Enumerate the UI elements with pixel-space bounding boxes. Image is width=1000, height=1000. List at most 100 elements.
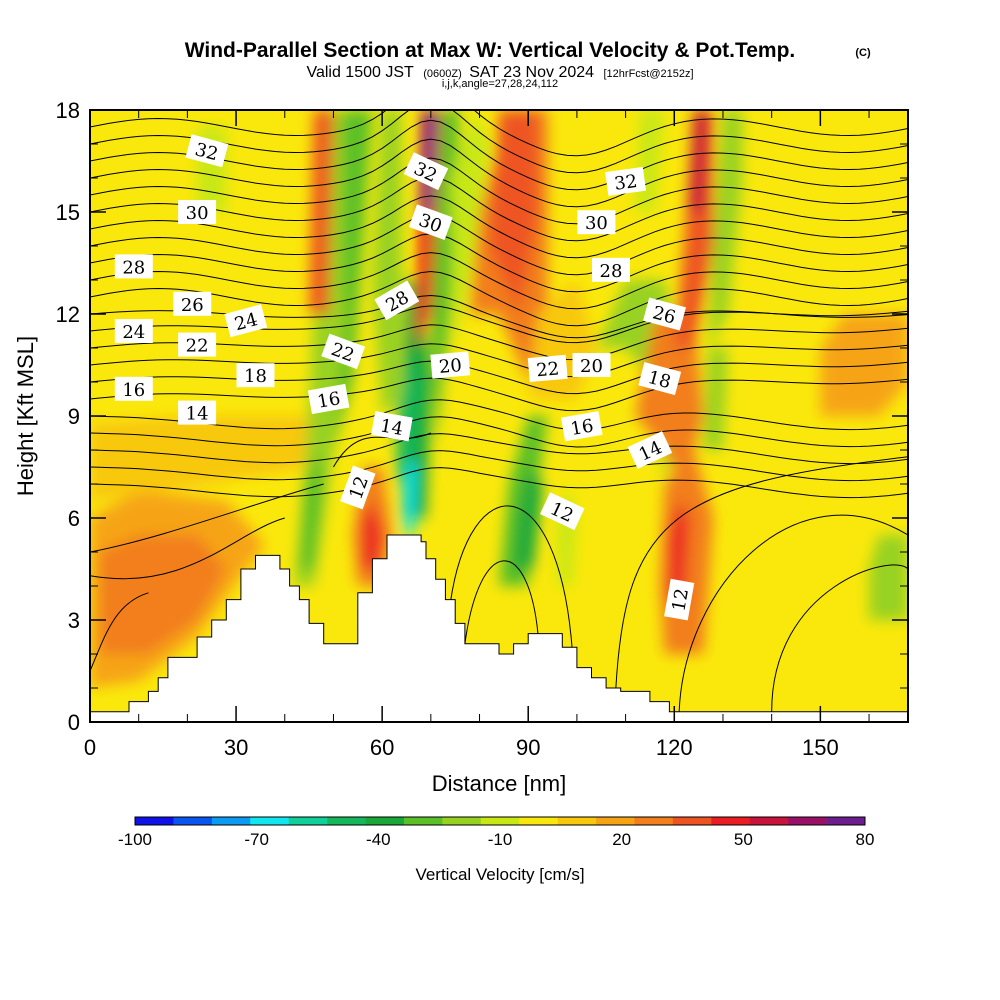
colorbar-swatch (173, 817, 213, 825)
theta-label-text: 30 (186, 203, 209, 224)
theta-label-text: 20 (438, 355, 463, 378)
theta-label-text: 26 (181, 295, 204, 316)
colorbar-swatch (711, 817, 751, 825)
theta-label-text: 12 (668, 587, 693, 613)
theta-label-text: 24 (122, 322, 145, 343)
y-tick-label: 3 (68, 608, 80, 633)
theta-label-bg (321, 333, 366, 370)
theta-contour (90, 110, 908, 157)
vv-region (450, 110, 490, 348)
colorbar-swatch (365, 817, 405, 825)
theta-label-bg (307, 383, 350, 415)
theta-label: 22 (527, 354, 568, 383)
theta-contour (90, 592, 149, 672)
theta-label-bg (224, 304, 268, 338)
theta-contour (90, 343, 908, 378)
theta-label-bg (592, 257, 630, 282)
theta-contour (90, 483, 324, 553)
theta-label-text: 14 (186, 404, 209, 425)
theta-label-text: 14 (379, 415, 405, 440)
theta-label: 24 (114, 319, 153, 343)
theta-contour (771, 564, 908, 712)
theta-label-text: 22 (186, 336, 209, 357)
theta-label-bg (185, 134, 229, 168)
colorbar-swatch (327, 817, 366, 825)
theta-label-text: 20 (580, 356, 603, 377)
colorbar-tick-label: -10 (488, 830, 513, 849)
x-tick-label: 90 (516, 735, 540, 760)
y-tick-label: 0 (68, 710, 80, 735)
colorbar-swatch (403, 817, 443, 825)
theta-contour (90, 377, 908, 412)
colorbar-swatch (250, 817, 289, 825)
theta-label: 22 (178, 332, 217, 357)
theta-contours (90, 110, 908, 712)
colorbar-swatch (442, 817, 482, 825)
colorbar: -100 -70 -40 -10 20 50 80 (118, 816, 874, 849)
valid-utc: (0600Z) (423, 68, 462, 80)
valid-time: Valid 1500 JST (306, 64, 414, 81)
theta-label-bg (178, 400, 217, 425)
chart-subtitle: Valid 1500 JST (0600Z) SAT 23 Nov 2024 [… (306, 64, 693, 81)
y-tick-label: 18 (56, 98, 80, 123)
vv-region (299, 450, 324, 569)
colorbar-swatch (211, 817, 251, 825)
colorbar-swatch (749, 817, 789, 825)
theta-contour (90, 233, 908, 293)
theta-label: 22 (321, 333, 366, 370)
theta-label-bg (540, 492, 585, 531)
colorbar-swatch (480, 817, 520, 825)
theta-label-bg (572, 353, 611, 377)
vv-region (513, 467, 543, 569)
theta-contour (90, 195, 908, 259)
theta-label-text: 16 (569, 415, 595, 440)
theta-contour (90, 416, 908, 448)
theta-label-bg (527, 354, 568, 383)
theta-label-bg (408, 204, 453, 240)
colorbar-swatch (288, 817, 328, 825)
theta-label: 30 (577, 210, 616, 235)
theta-label: 32 (185, 134, 229, 168)
copyright-mark: (C) (855, 47, 871, 59)
theta-contour (90, 138, 908, 208)
theta-label-bg (371, 411, 413, 442)
y-tick-label: 6 (68, 506, 80, 531)
colorbar-tick-label: 50 (734, 830, 753, 849)
vv-region (869, 535, 908, 620)
colorbar-swatch (826, 817, 866, 825)
theta-label: 32 (403, 152, 449, 191)
theta-label-bg (173, 291, 212, 316)
x-tick-label: 150 (802, 735, 839, 760)
vv-region (99, 535, 227, 654)
colorbar-label: Vertical Velocity [cm/s] (415, 865, 584, 884)
theta-contour (678, 514, 908, 712)
x-axis-label: Distance [nm] (432, 771, 567, 796)
colorbar-tick-label: -70 (244, 830, 269, 849)
theta-label: 16 (561, 411, 603, 442)
colorbar-tick-label: -40 (366, 830, 391, 849)
forecast-info: [12hrFcst@2152z] (604, 68, 694, 80)
y-axis-label: Height [Kft MSL] (13, 336, 38, 496)
y-tick-label: 12 (56, 302, 80, 327)
theta-contour (90, 433, 908, 465)
colorbar-swatch (519, 817, 558, 825)
grid-indices: i,j,k,angle=27,28,24,112 (442, 78, 558, 90)
theta-label-bg (114, 254, 153, 279)
theta-label-text: 16 (316, 388, 342, 413)
y-tick-label: 9 (68, 404, 80, 429)
theta-contour (90, 324, 908, 361)
vv-region (688, 110, 709, 212)
theta-contour (615, 456, 908, 689)
colorbar-tick-label: -100 (118, 830, 152, 849)
theta-label: 16 (307, 383, 350, 415)
theta-contour (90, 252, 908, 310)
theta-label-bg (643, 297, 686, 331)
vv-region (294, 110, 344, 586)
theta-label-bg (577, 210, 616, 235)
colorbar-swatch (672, 817, 712, 825)
theta-label-bg (340, 465, 376, 510)
theta-contour (90, 360, 908, 395)
theta-label: 20 (430, 351, 471, 379)
